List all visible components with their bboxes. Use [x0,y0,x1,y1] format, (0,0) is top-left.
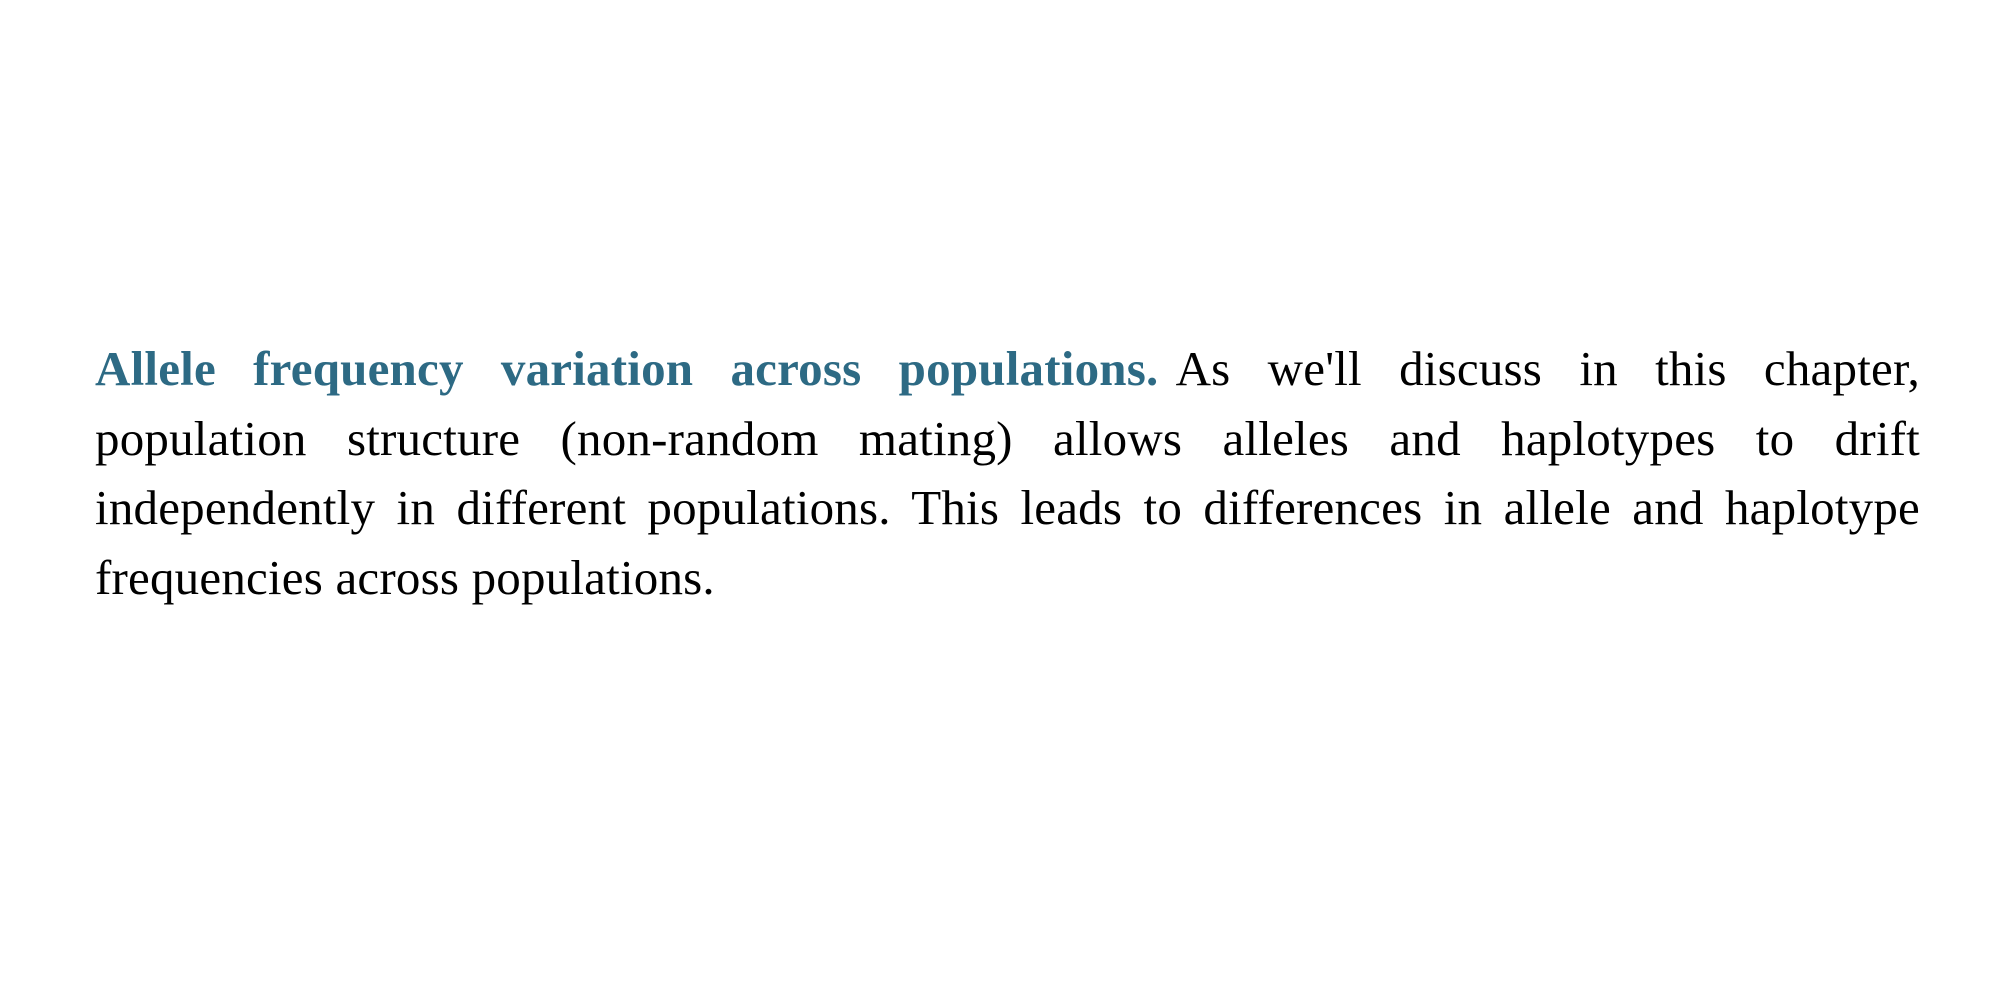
document-page: Allele frequency variation across popula… [0,0,2000,983]
body-segment-2: independently in different populations. … [95,480,1920,605]
section-heading: Allele frequency variation across popula… [95,341,1158,396]
underlined-phrase: to drift [1756,411,1920,466]
paragraph: Allele frequency variation across popula… [95,334,1920,612]
